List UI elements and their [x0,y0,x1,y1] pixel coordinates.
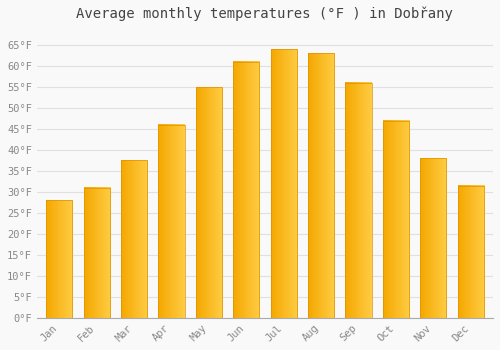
Bar [158,125,184,318]
Title: Average monthly temperatures (°F ) in Dobřany: Average monthly temperatures (°F ) in Do… [76,7,454,21]
Bar [46,200,72,318]
Bar [233,62,260,318]
Bar [121,160,147,318]
Bar [346,83,372,318]
Bar [458,186,483,318]
Bar [84,188,110,318]
Bar [196,87,222,318]
Bar [420,158,446,318]
Bar [382,120,409,318]
Bar [270,49,296,318]
Bar [308,53,334,318]
